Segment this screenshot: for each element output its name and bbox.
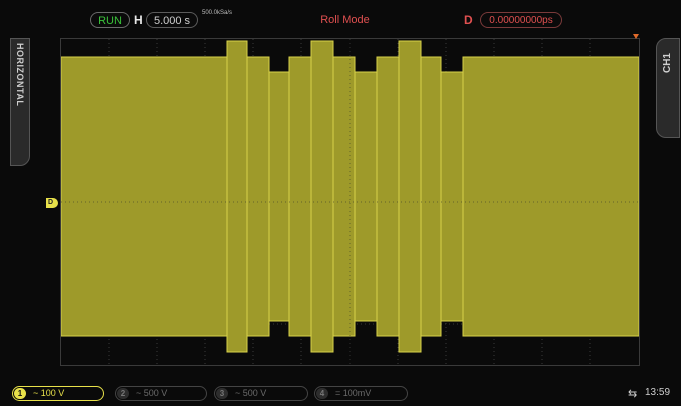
delay-label: D — [464, 13, 473, 27]
grid-overlay — [61, 39, 639, 365]
channel-3-number: 3 — [216, 388, 228, 399]
waveform-display — [60, 39, 640, 365]
tab-horizontal-label: HORIZONTAL — [15, 43, 25, 107]
delay-value[interactable]: 0.00000000ps — [480, 12, 562, 28]
run-stop-status[interactable]: RUN — [90, 12, 130, 28]
timebase-value[interactable]: 5.000 s — [146, 12, 198, 28]
tab-ch1-label: CH1 — [662, 53, 673, 74]
channel-1-number: 1 — [14, 388, 26, 399]
channel-1-scale-group: ~ 100 V — [33, 387, 64, 400]
channel-1-coupling: ~ — [33, 388, 39, 398]
tab-ch1[interactable]: CH1 — [656, 38, 680, 138]
system-clock: 13:59 — [645, 387, 671, 398]
channel-3-scale-group: ~ 500 V — [235, 387, 266, 400]
channel-3-coupling: ~ — [235, 388, 241, 398]
ch1-trace — [60, 40, 640, 353]
channel-3-settings[interactable]: 3 ~ 500 V — [214, 386, 308, 401]
channel-4-number: 4 — [316, 388, 328, 399]
sample-rate: 500.0kSa/s — [202, 10, 233, 16]
channel-2-number: 2 — [117, 388, 129, 399]
channel-1-scale: 100 V — [40, 388, 65, 398]
usb-icon: ⇆ — [628, 388, 638, 400]
channel-4-scale: 100mV — [342, 388, 372, 398]
channel-2-settings[interactable]: 2 ~ 500 V — [115, 386, 207, 401]
channel-4-settings[interactable]: 4 = 100mV — [314, 386, 408, 401]
horizontal-label: H — [134, 13, 143, 27]
tab-horizontal[interactable]: HORIZONTAL — [10, 38, 30, 166]
channel-2-coupling: ~ — [136, 388, 142, 398]
channel-1-settings[interactable]: 1 ~ 100 V — [12, 386, 104, 401]
trigger-position-icon[interactable] — [633, 34, 639, 39]
waveform-grid — [60, 38, 640, 366]
channel-4-scale-group: = 100mV — [335, 387, 371, 400]
channel-2-scale: 500 V — [143, 388, 168, 398]
channel-4-coupling: = — [335, 388, 341, 398]
channel-2-scale-group: ~ 500 V — [136, 387, 167, 400]
ch1-offset-marker[interactable]: D — [46, 198, 58, 208]
acquisition-mode: Roll Mode — [320, 14, 370, 26]
channel-3-scale: 500 V — [242, 388, 267, 398]
